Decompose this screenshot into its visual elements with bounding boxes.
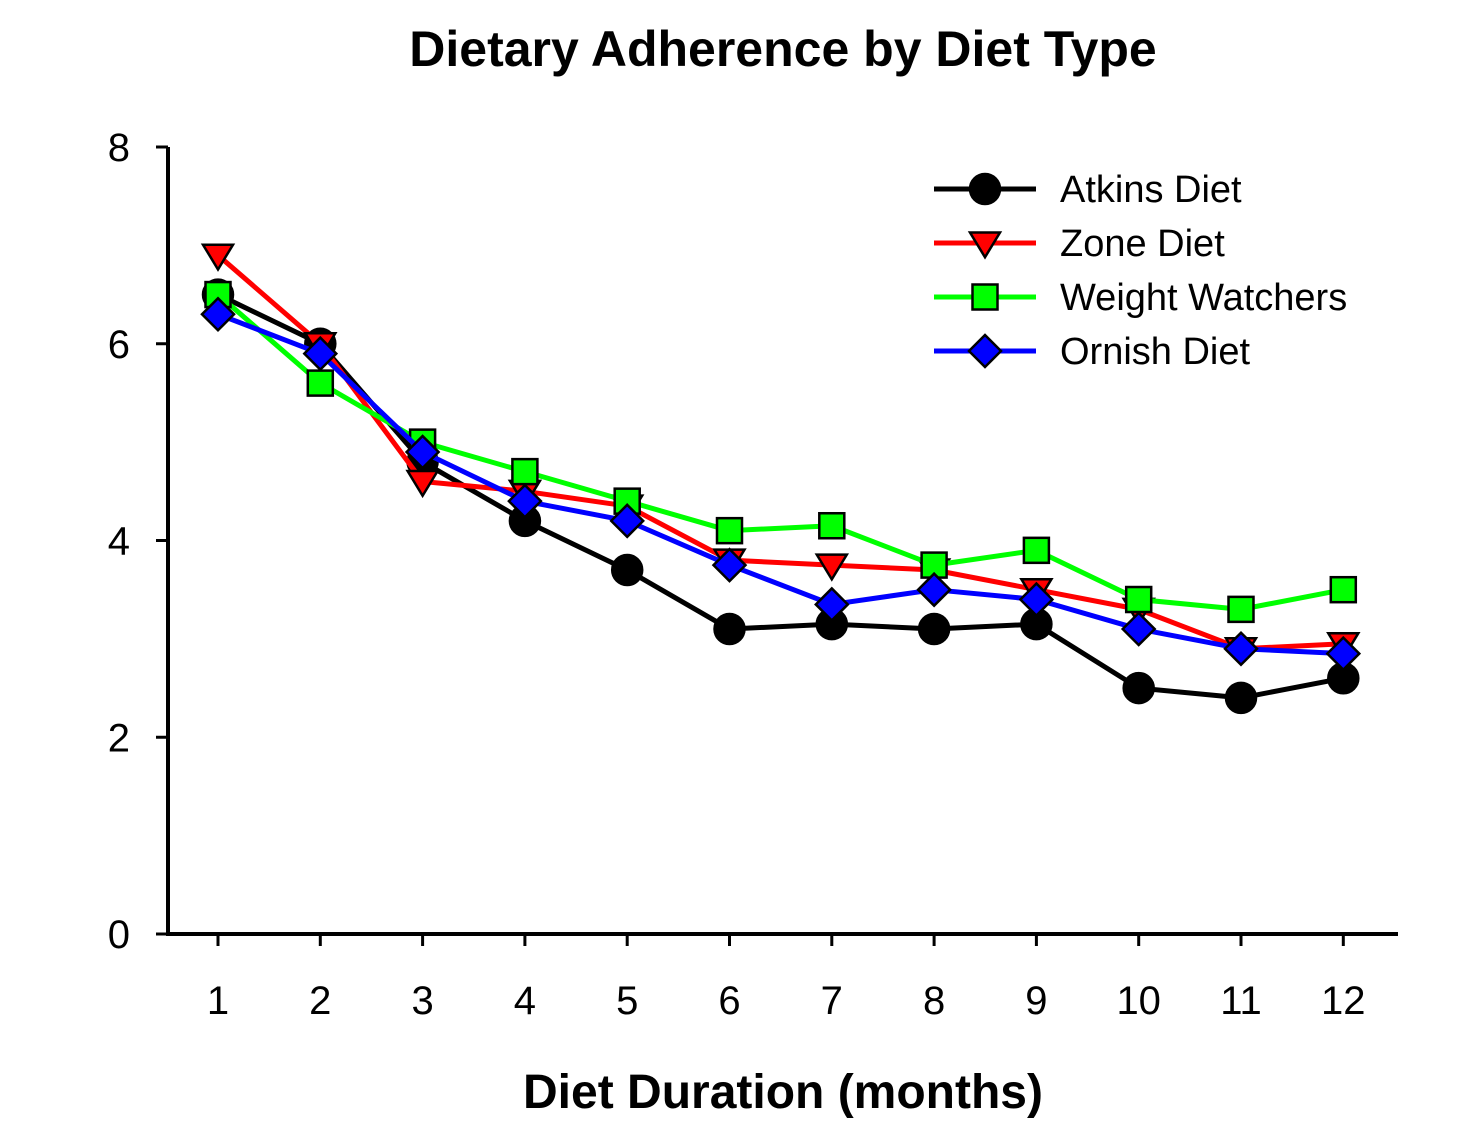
data-point bbox=[1224, 681, 1258, 715]
legend: Atkins Diet Zone Diet Weight Watchers Ornis… bbox=[934, 169, 1347, 373]
data-point bbox=[1120, 611, 1157, 647]
data-point bbox=[917, 612, 951, 646]
x-tick-label: 8 bbox=[923, 979, 945, 1023]
data-point bbox=[1022, 536, 1051, 565]
data-point bbox=[1122, 671, 1155, 705]
x-tick-label: 6 bbox=[718, 979, 740, 1023]
x-tick-label: 9 bbox=[1025, 979, 1047, 1023]
x-tick-label: 10 bbox=[1116, 979, 1161, 1023]
data-point bbox=[713, 612, 746, 646]
legend-entry: Zone Diet bbox=[934, 223, 1225, 265]
x-axis-label: Diet Duration (months) bbox=[523, 1066, 1043, 1119]
legend-label: Atkins Diet bbox=[1060, 169, 1242, 211]
data-point bbox=[405, 469, 440, 499]
data-point bbox=[1329, 575, 1358, 604]
legend-marker bbox=[971, 283, 999, 311]
data-point bbox=[711, 547, 748, 583]
data-point bbox=[200, 296, 236, 333]
x-tick-label: 5 bbox=[616, 979, 638, 1023]
legend-label: Zone Diet bbox=[1060, 223, 1225, 265]
x-tick-label: 11 bbox=[1220, 979, 1262, 1023]
data-point bbox=[511, 457, 539, 486]
x-tick-label: 2 bbox=[309, 979, 331, 1023]
data-point bbox=[1018, 581, 1055, 618]
data-point bbox=[610, 553, 644, 587]
legend-marker bbox=[967, 231, 1003, 260]
y-tick-label: 0 bbox=[108, 913, 130, 957]
legend-marker bbox=[968, 172, 1002, 206]
data-point bbox=[1227, 595, 1255, 624]
data-point bbox=[613, 487, 641, 515]
data-point bbox=[609, 503, 645, 539]
data-point bbox=[814, 553, 850, 582]
data-point bbox=[200, 243, 236, 272]
y-tick-label: 2 bbox=[108, 716, 130, 760]
data-point bbox=[814, 586, 850, 623]
data-point bbox=[818, 511, 846, 540]
series-line bbox=[217, 311, 1344, 657]
x-tick-label: 7 bbox=[821, 979, 843, 1023]
legend-marker bbox=[967, 333, 1003, 369]
data-point bbox=[1124, 585, 1153, 614]
x-tick-label: 4 bbox=[514, 979, 536, 1023]
legend-entry: Atkins Diet bbox=[934, 169, 1242, 211]
y-tick-label: 4 bbox=[108, 520, 130, 564]
chart-title: Dietary Adherence by Diet Type bbox=[409, 21, 1156, 77]
series-line bbox=[216, 253, 1344, 652]
legend-label: Ornish Diet bbox=[1060, 331, 1250, 373]
x-tick-label: 3 bbox=[411, 979, 433, 1023]
x-tick-label: 12 bbox=[1321, 979, 1366, 1023]
data-point bbox=[404, 434, 441, 470]
series-ornish-diet bbox=[200, 296, 1362, 672]
data-point bbox=[507, 483, 543, 519]
data-point bbox=[1223, 630, 1259, 667]
legend-label: Weight Watchers bbox=[1060, 277, 1347, 319]
data-point bbox=[302, 335, 339, 372]
data-point bbox=[916, 571, 952, 608]
series-layer bbox=[200, 243, 1362, 715]
legend-entry: Ornish Diet bbox=[934, 331, 1250, 373]
data-point bbox=[306, 369, 335, 397]
y-tick-label: 8 bbox=[108, 126, 130, 170]
x-tick-label: 1 bbox=[207, 979, 229, 1023]
data-point bbox=[1325, 635, 1362, 672]
legend-entry: Weight Watchers bbox=[934, 277, 1347, 319]
y-tick-label: 6 bbox=[108, 323, 130, 367]
series-line bbox=[216, 292, 1344, 701]
data-point bbox=[715, 516, 744, 545]
